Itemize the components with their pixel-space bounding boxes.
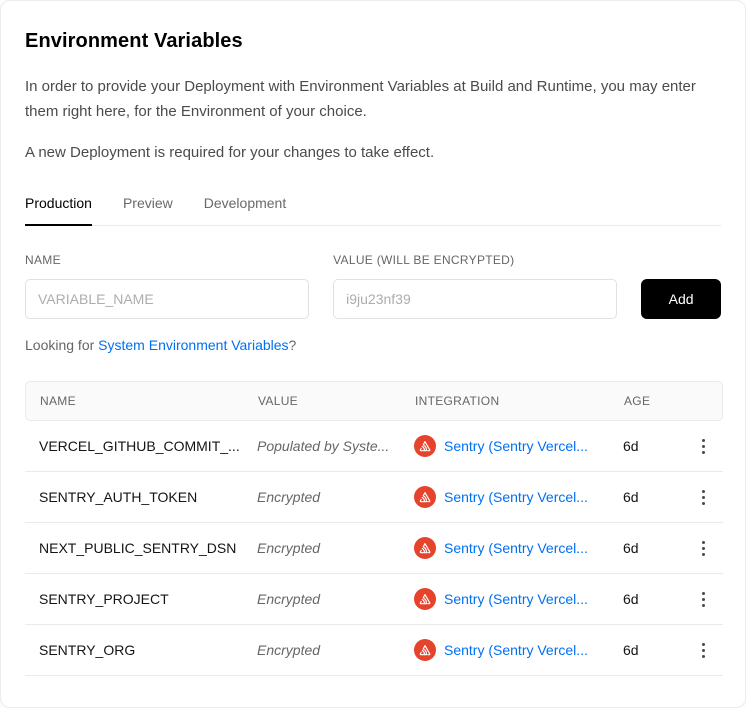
env-var-name: SENTRY_PROJECT: [39, 591, 169, 607]
system-env-hint-suffix: ?: [288, 337, 297, 353]
sentry-icon: [414, 639, 436, 661]
env-var-age: 6d: [623, 438, 639, 454]
system-env-hint-prefix: Looking for: [25, 337, 99, 353]
integration-link[interactable]: Sentry (Sentry Vercel...: [444, 438, 588, 454]
kebab-menu-icon[interactable]: [698, 433, 709, 459]
env-var-age: 6d: [623, 489, 639, 505]
redeploy-note-text: A new Deployment is required for your ch…: [25, 144, 435, 161]
column-header-value: VALUE: [258, 394, 298, 408]
env-var-value: Encrypted: [257, 591, 321, 607]
system-env-variables-link[interactable]: System Environment Variables: [98, 337, 289, 353]
row-menu-cell: [683, 535, 723, 561]
table-row: SENTRY_AUTH_TOKEN Encrypted Sentry (Sent…: [25, 472, 723, 523]
row-menu-cell: [683, 433, 723, 459]
tab-development[interactable]: Development: [203, 195, 287, 211]
env-variables-table: NAME VALUE INTEGRATION AGE VERCEL_GITHUB…: [25, 381, 723, 676]
row-menu-cell: [683, 586, 723, 612]
kebab-menu-icon[interactable]: [698, 484, 709, 510]
env-var-value: Encrypted: [257, 489, 321, 505]
env-var-value: Encrypted: [257, 540, 321, 556]
column-header-name: NAME: [40, 394, 76, 408]
tab-production[interactable]: Production: [25, 189, 92, 226]
name-field-group: NAME: [25, 253, 310, 319]
env-var-name: SENTRY_AUTH_TOKEN: [39, 489, 198, 505]
value-label: VALUE (WILL BE ENCRYPTED): [333, 253, 515, 267]
env-var-name: NEXT_PUBLIC_SENTRY_DSN: [39, 540, 237, 556]
sentry-icon: [414, 588, 436, 610]
row-menu-cell: [683, 637, 723, 663]
env-var-name: VERCEL_GITHUB_COMMIT_...: [39, 438, 240, 454]
description-text: In order to provide your Deployment with…: [25, 78, 696, 120]
system-env-hint: Looking for System Environment Variables…: [25, 337, 721, 353]
integration-cell: Sentry (Sentry Vercel...: [414, 588, 623, 610]
page-title: Environment Variables: [25, 30, 243, 52]
integration-cell: Sentry (Sentry Vercel...: [414, 639, 623, 661]
add-button[interactable]: Add: [641, 279, 721, 319]
kebab-menu-icon[interactable]: [698, 586, 709, 612]
sentry-icon: [414, 537, 436, 559]
name-label: NAME: [25, 253, 61, 267]
row-menu-cell: [683, 484, 723, 510]
env-var-value: Populated by Syste...: [257, 438, 390, 454]
integration-link[interactable]: Sentry (Sentry Vercel...: [444, 540, 588, 556]
column-header-age: AGE: [624, 394, 651, 408]
env-var-age: 6d: [623, 591, 639, 607]
table-row: SENTRY_PROJECT Encrypted Sentry (Sentry …: [25, 574, 723, 625]
env-var-age: 6d: [623, 540, 639, 556]
env-var-name: SENTRY_ORG: [39, 642, 136, 658]
environment-tabs: Production Preview Development: [25, 189, 721, 226]
tab-preview[interactable]: Preview: [122, 195, 173, 211]
kebab-menu-icon[interactable]: [698, 637, 709, 663]
integration-cell: Sentry (Sentry Vercel...: [414, 435, 623, 457]
sentry-icon: [414, 486, 436, 508]
env-var-age: 6d: [623, 642, 639, 658]
add-variable-form: NAME VALUE (WILL BE ENCRYPTED) Add: [25, 253, 721, 319]
sentry-icon: [414, 435, 436, 457]
env-var-value: Encrypted: [257, 642, 321, 658]
table-row: SENTRY_ORG Encrypted Sentry (Sentry Verc…: [25, 625, 723, 676]
integration-link[interactable]: Sentry (Sentry Vercel...: [444, 591, 588, 607]
table-body: VERCEL_GITHUB_COMMIT_... Populated by Sy…: [25, 421, 723, 676]
table-row: NEXT_PUBLIC_SENTRY_DSN Encrypted Sentry …: [25, 523, 723, 574]
column-header-integration: INTEGRATION: [415, 394, 500, 408]
integration-link[interactable]: Sentry (Sentry Vercel...: [444, 489, 588, 505]
variable-value-input[interactable]: [333, 279, 618, 319]
integration-cell: Sentry (Sentry Vercel...: [414, 486, 623, 508]
kebab-menu-icon[interactable]: [698, 535, 709, 561]
table-row: VERCEL_GITHUB_COMMIT_... Populated by Sy…: [25, 421, 723, 472]
integration-cell: Sentry (Sentry Vercel...: [414, 537, 623, 559]
table-header-row: NAME VALUE INTEGRATION AGE: [25, 381, 723, 421]
value-field-group: VALUE (WILL BE ENCRYPTED): [333, 253, 618, 319]
integration-link[interactable]: Sentry (Sentry Vercel...: [444, 642, 588, 658]
variable-name-input[interactable]: [25, 279, 310, 319]
